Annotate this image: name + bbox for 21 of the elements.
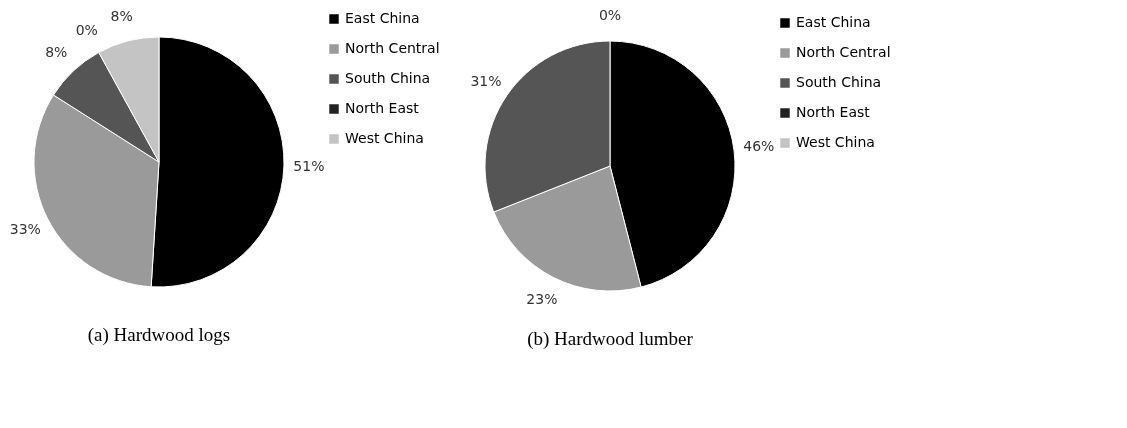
text: (b) Hardwood lumber <box>527 328 694 350</box>
text: 0% <box>75 21 98 38</box>
legend-label: East China <box>796 14 871 30</box>
legend-label: West China <box>345 130 424 146</box>
data-label: 46% <box>743 138 775 155</box>
legend-label: North Central <box>796 44 891 60</box>
legend-label: South China <box>796 74 882 90</box>
legend-label: East China <box>345 10 420 26</box>
text: 0% <box>598 7 622 23</box>
data-label: 51% <box>293 157 325 174</box>
data-label: 31% <box>470 72 502 89</box>
legend-label: South China <box>345 70 431 86</box>
text: (a) Hardwood logs <box>87 324 231 346</box>
data-label: 23% <box>526 290 558 307</box>
legend-label: North East <box>796 104 871 120</box>
data-label: 8% <box>45 43 68 60</box>
data-label: 8% <box>110 7 133 24</box>
legend-label: West China <box>796 134 875 150</box>
legend-label: North Central <box>345 40 440 56</box>
data-label: 33% <box>9 221 41 238</box>
legend-label: North East <box>345 100 420 116</box>
